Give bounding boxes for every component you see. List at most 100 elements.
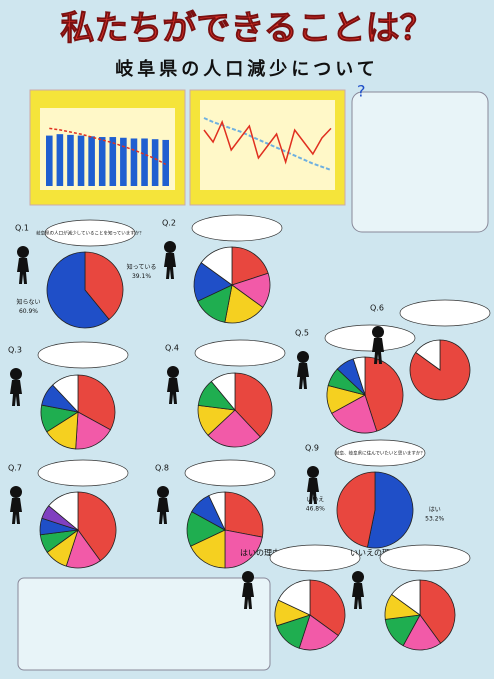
speech-bubble — [37, 459, 129, 487]
question-label: Q.5 — [295, 329, 309, 338]
pie-slice — [77, 374, 116, 431]
pie-slice — [46, 251, 110, 329]
bar — [77, 135, 85, 186]
pie-slice — [210, 372, 236, 412]
value-label: 46.8% — [306, 505, 325, 512]
question-label: Q.7 — [8, 464, 22, 473]
figure-body — [352, 583, 364, 609]
question-label: Q.3 — [8, 346, 22, 355]
pie-slice — [336, 471, 376, 548]
figure-body — [164, 253, 176, 279]
figure-body — [307, 478, 319, 504]
pie-slice — [77, 491, 117, 562]
question-label: いいえの理由 — [350, 548, 398, 558]
pie-slice — [419, 579, 456, 644]
question-mark: ? — [357, 82, 366, 101]
speech-bubble — [191, 214, 283, 242]
bar — [120, 137, 127, 186]
pie-slice — [366, 471, 414, 549]
figure-body — [167, 378, 179, 404]
figure-head — [164, 241, 176, 253]
figure-head — [307, 466, 319, 478]
figure-head — [157, 486, 169, 498]
bar — [88, 136, 95, 186]
speech-bubble — [184, 459, 276, 487]
question-label: はいの理由 — [240, 548, 280, 558]
question-label: Q.8 — [155, 464, 169, 473]
speech-bubble — [324, 324, 416, 352]
bar — [162, 139, 169, 186]
pie-slice — [309, 579, 346, 637]
figure-head — [352, 571, 364, 583]
pie-slice — [298, 614, 339, 651]
slice-label: いいえ — [306, 496, 324, 503]
speech-bubble — [37, 341, 129, 369]
bar — [141, 138, 148, 186]
pie-slice — [391, 579, 421, 616]
subtitle: 岐阜県の人口減少について — [115, 58, 378, 80]
bar — [130, 138, 138, 186]
speech-bubble — [334, 439, 426, 467]
question-label: Q.9 — [305, 444, 319, 453]
figure-body — [372, 338, 384, 364]
pie-slice — [224, 529, 263, 569]
pie-slice — [352, 356, 366, 396]
pie-slice — [84, 251, 124, 320]
figure-head — [167, 366, 179, 378]
question-label: Q.2 — [162, 219, 176, 228]
speech-bubble — [194, 339, 286, 367]
question-label: Q.4 — [165, 344, 179, 353]
value-label: 39.1% — [132, 273, 151, 280]
content: Q.1 岐阜県の人口が減少していることを知っていますか？ 知っている 39.1% 知らな… — [8, 117, 491, 651]
pie-slice — [207, 409, 261, 448]
bar — [98, 137, 106, 186]
conclusion-box — [17, 577, 271, 671]
pie-slice — [48, 491, 79, 531]
pie-slice — [415, 339, 441, 371]
pie-slice — [224, 491, 264, 538]
figure-body — [10, 380, 22, 406]
value-label: 60.9% — [19, 308, 38, 315]
line — [49, 127, 167, 166]
pie-slice — [231, 246, 269, 286]
bar — [67, 134, 74, 186]
figure-body — [157, 498, 169, 524]
figure-body — [242, 583, 254, 609]
figure-body — [10, 498, 22, 524]
speech-bubble — [269, 544, 361, 572]
bar — [151, 139, 159, 186]
title: 私たちができることは？ — [60, 9, 433, 49]
figure-head — [242, 571, 254, 583]
trend — [203, 117, 332, 171]
pie-slice — [234, 372, 273, 438]
question: 岐阜、岐阜県に住んでいたいと思いますか？ — [335, 450, 425, 457]
figure-head — [372, 326, 384, 338]
pie-slice — [277, 579, 311, 616]
bar — [56, 134, 64, 186]
pie-slice — [208, 491, 226, 531]
speech-bubble — [399, 299, 491, 327]
question-label: Q.6 — [370, 304, 384, 313]
figure-head — [17, 246, 29, 258]
pie-slice — [52, 374, 79, 414]
bar — [109, 137, 117, 186]
question-label: Q.1 — [15, 224, 29, 233]
figure-head — [10, 486, 22, 498]
pie-slice — [190, 529, 226, 569]
slice-label: 知らない — [16, 298, 40, 306]
line — [203, 119, 332, 165]
question: 岐阜県の人口が減少していることを知っていますか？ — [36, 230, 144, 237]
figure-head — [10, 368, 22, 380]
value-label: 53.2% — [425, 516, 444, 523]
speech-bubble — [379, 544, 471, 572]
figure-body — [297, 363, 309, 389]
bar — [46, 135, 53, 186]
text-box — [351, 91, 489, 233]
pie-slice — [75, 411, 111, 450]
pie-slice — [331, 394, 378, 434]
figure-body — [17, 258, 29, 284]
slice-label: 知っている — [127, 263, 157, 271]
slice-label: はい — [429, 507, 441, 514]
speech-bubble — [44, 219, 136, 247]
